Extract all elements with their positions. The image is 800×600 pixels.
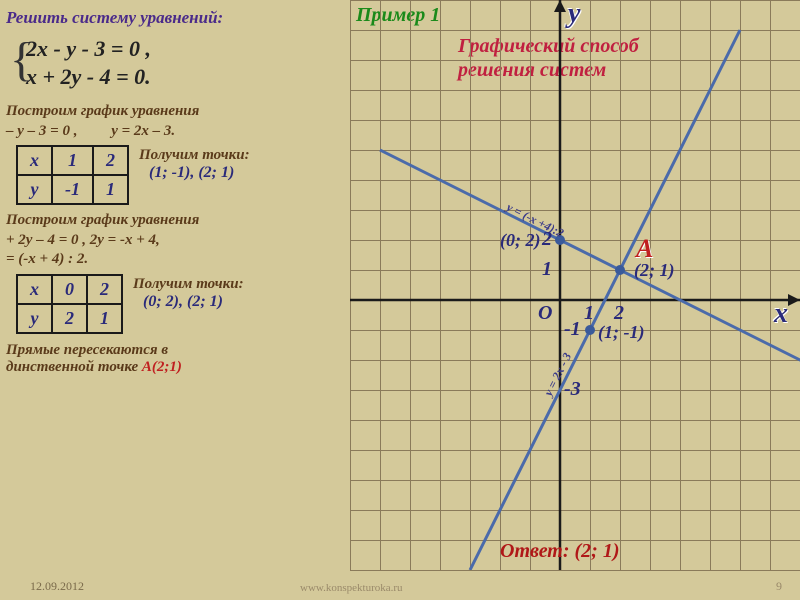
equation-1: 2x - y - 3 = 0 , (26, 36, 344, 62)
points-values-1: (1; -1), (2; 1) (149, 164, 250, 182)
equation-2: x + 2y - 4 = 0. (26, 64, 344, 90)
conclusion-text: Прямые пересекаются в динственной точке … (6, 342, 344, 376)
build-text-2: Построим график уравнения + 2y – 4 = 0 ,… (6, 211, 344, 270)
point-coord-label: (0; 2) (500, 230, 540, 251)
build-text-1: Построим график уравнения – y – 3 = 0 , … (6, 102, 344, 141)
points-label-1: Получим точки: (139, 147, 250, 164)
intersection-point-label: А (636, 234, 653, 264)
equation-system: { 2x - y - 3 = 0 , x + 2y - 4 = 0. (26, 36, 344, 90)
y-tick: 1 (542, 258, 552, 281)
x-tick: 2 (614, 302, 624, 325)
table-2: x 0 2 y 2 1 (16, 274, 123, 334)
footer-date: 12.09.2012 (30, 579, 84, 594)
y-tick: -3 (564, 378, 581, 401)
origin-label: О (538, 302, 552, 325)
answer-text: Ответ: (2; 1) (500, 540, 620, 563)
y-tick: -1 (564, 318, 581, 341)
coordinate-graph: Пример 1 Графический способ решения сист… (350, 0, 800, 570)
points-values-2: (0; 2), (2; 1) (143, 293, 244, 311)
brace-icon: { (10, 36, 33, 84)
footer-page: 9 (776, 579, 782, 594)
points-label-2: Получим точки: (133, 276, 244, 293)
y-axis-label: y (568, 0, 580, 30)
solve-heading: Решить систему уравнений: (6, 8, 344, 28)
y-tick: 2 (542, 228, 552, 251)
point-coord-label: (1; -1) (598, 322, 644, 343)
x-axis-label: x (774, 298, 788, 330)
x-tick: 1 (584, 302, 594, 325)
footer-site: www.konspekturoka.ru (300, 582, 403, 594)
table-1: x 1 2 y -1 1 (16, 145, 129, 205)
